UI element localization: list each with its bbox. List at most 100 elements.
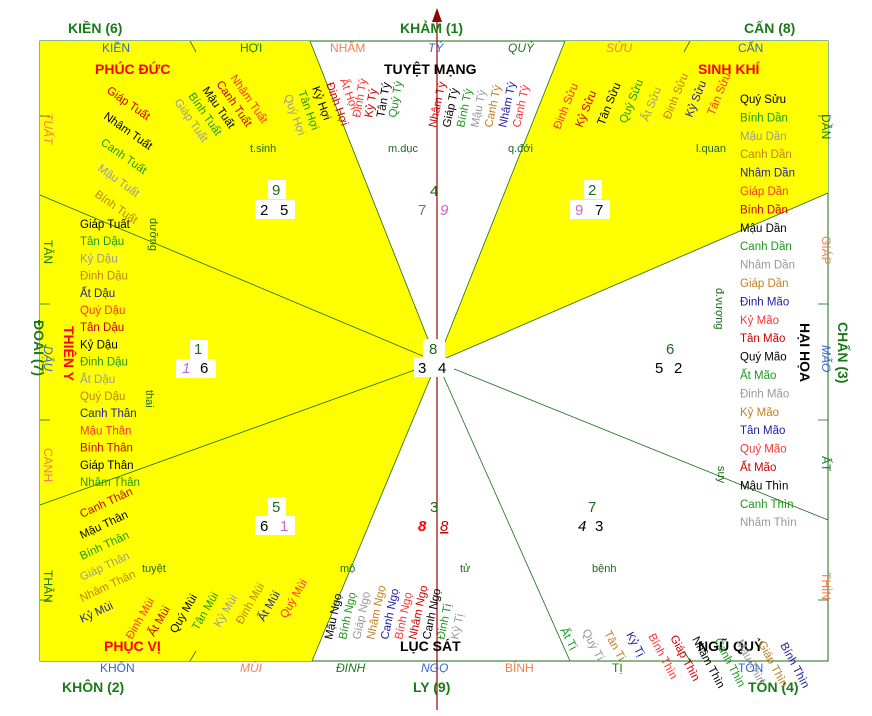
flying-sw-left: 6 xyxy=(260,518,268,535)
flying-se-left: 4 xyxy=(578,518,586,535)
flying-s-left: 8 xyxy=(418,518,427,535)
phase-suy: suy xyxy=(715,466,727,484)
year-label-e: Mậu Dần xyxy=(740,223,787,235)
year-label-w: Giáp Thân xyxy=(80,460,134,472)
year-label-e: Tân Mão xyxy=(740,333,785,345)
flying-center-base: 8 xyxy=(429,341,437,358)
mountain-suu: SỬU xyxy=(606,40,633,55)
mountain-binh: BÍNH xyxy=(505,660,534,675)
phase-thai: thai xyxy=(143,390,155,408)
star-sinh-khi: SINH KHÍ xyxy=(698,61,761,77)
year-label-e: Quý Mão xyxy=(740,444,787,456)
mountain-khon: KHÔN xyxy=(100,660,135,675)
star-phuc-duc: PHÚC ĐỨC xyxy=(95,60,170,77)
year-label-n-left: Kỷ Tý xyxy=(363,87,380,118)
year-label-w: Bính Thân xyxy=(80,443,133,455)
year-label-w: Ất Dậu xyxy=(80,373,115,386)
mountain-kien: KIỀN xyxy=(102,40,130,55)
phase-tuyet: tuyệt xyxy=(142,563,166,575)
phase-mo: mộ xyxy=(340,563,355,575)
flying-s-right: 8 xyxy=(440,518,449,535)
mountain-tan: TÂN xyxy=(41,240,56,264)
year-label-e: Canh Thìn xyxy=(740,499,794,511)
frame-ticks xyxy=(40,40,828,662)
north-arrow-icon xyxy=(432,8,442,22)
year-label-w: Mậu Thân xyxy=(80,425,132,437)
year-label-e: Ất Mão xyxy=(740,369,776,382)
year-label-e: Bính Dần xyxy=(740,204,788,216)
mountain-nham: NHÂM xyxy=(330,40,365,55)
year-label-e: Kỷ Mão xyxy=(740,315,779,327)
year-label-e: Canh Dần xyxy=(740,241,792,253)
flying-nw-base: 9 xyxy=(272,182,280,199)
phase-d-vuong: đ.vượng xyxy=(713,288,725,330)
year-label-e: Nhâm Dần xyxy=(740,168,795,180)
phase-duong: dưỡng xyxy=(147,218,159,251)
year-label-e: Mậu Dần xyxy=(740,131,787,143)
year-label-e: Nhâm Thìn xyxy=(740,517,797,529)
flying-center-right: 4 xyxy=(438,360,446,377)
year-label-w: Ất Dậu xyxy=(80,287,115,300)
year-label-w: Tân Dậu xyxy=(80,322,124,334)
trigram-kien: KIỀN (6) xyxy=(68,20,122,36)
mountain-hoi: HỢI xyxy=(240,41,262,55)
flying-w-left: 1 xyxy=(182,360,190,377)
flying-ne-left: 9 xyxy=(575,202,583,219)
year-label-e: Quý Sửu xyxy=(740,94,786,106)
flying-se-right: 3 xyxy=(595,518,603,535)
year-label-w: Quý Dậu xyxy=(80,305,125,317)
mountain-ngo: NGỌ xyxy=(421,661,448,675)
flying-sw-right: 1 xyxy=(280,518,288,535)
year-label-e: Ất Mão xyxy=(740,461,776,474)
mountain-dinh: ĐINH xyxy=(336,661,366,675)
mountain-dan: DẦN xyxy=(819,114,834,139)
sector-west-yellow xyxy=(40,195,437,505)
phase-q-doi: q.đới xyxy=(508,143,533,155)
trigram-kham: KHẢM (1) xyxy=(400,20,463,36)
mountain-ton: TỐN xyxy=(738,660,763,675)
flying-w-base: 1 xyxy=(194,341,202,358)
phase-benh: bệnh xyxy=(592,563,616,575)
mountain-mui: MÙI xyxy=(240,660,263,675)
year-label-e: Quý Mão xyxy=(740,352,787,364)
year-label-w: Đinh Dậu xyxy=(80,357,128,369)
flying-n-right: 9 xyxy=(440,202,449,219)
year-label-w: Đinh Dậu xyxy=(80,271,128,283)
mountain-canh: CANH xyxy=(41,448,55,482)
trigram-ton: TỐN (4) xyxy=(748,678,799,695)
mountain-giap: GIÁP xyxy=(819,236,834,265)
year-label-w: Nhâm Thân xyxy=(80,477,140,489)
trigram-can: CẤN (8) xyxy=(744,20,795,36)
flying-center-left: 3 xyxy=(418,360,426,377)
mountain-can: CẤN xyxy=(738,40,763,55)
mountain-than: THÂN xyxy=(41,570,56,603)
flying-e-left: 5 xyxy=(655,360,663,377)
year-label-e: Mậu Thìn xyxy=(740,480,788,492)
year-label-e: Tân Mão xyxy=(740,425,785,437)
mountain-dau: DẬU xyxy=(41,346,56,372)
mountain-mao: MÃO xyxy=(819,345,833,372)
year-label-e: Nhâm Dần xyxy=(740,260,795,272)
flying-s-base: 3 xyxy=(430,499,438,516)
phase-tu: tử xyxy=(460,563,471,575)
trigram-ly: LY (9) xyxy=(413,679,450,695)
flying-ne-base: 2 xyxy=(588,182,596,199)
trigram-chan: CHẤN (3) xyxy=(835,322,851,383)
trigram-doai: ĐOÀI (7) xyxy=(31,320,47,376)
year-label-w: Kỷ Dậu xyxy=(80,339,118,351)
mountain-ty: TÝ xyxy=(428,40,444,55)
year-label-e: Bính Dần xyxy=(740,112,788,124)
phase-l-quan: l.quan xyxy=(696,143,726,155)
star-tuyet-mang: TUYỆT MẠNG xyxy=(384,60,477,77)
star-luc-sat: LỤC SÁT xyxy=(400,638,461,654)
flying-e-right: 2 xyxy=(674,360,682,377)
sector-northeast-yellow xyxy=(437,41,828,362)
year-label-e: Đinh Mão xyxy=(740,388,789,400)
year-label-w: Canh Thân xyxy=(80,408,137,420)
mountain-tuat: TUẤT xyxy=(41,113,56,146)
flying-ne-right: 7 xyxy=(595,202,603,219)
year-label-w: Giáp Tuất xyxy=(80,219,131,231)
year-label-e: Giáp Dần xyxy=(740,278,789,290)
flying-n-left: 7 xyxy=(418,202,426,219)
